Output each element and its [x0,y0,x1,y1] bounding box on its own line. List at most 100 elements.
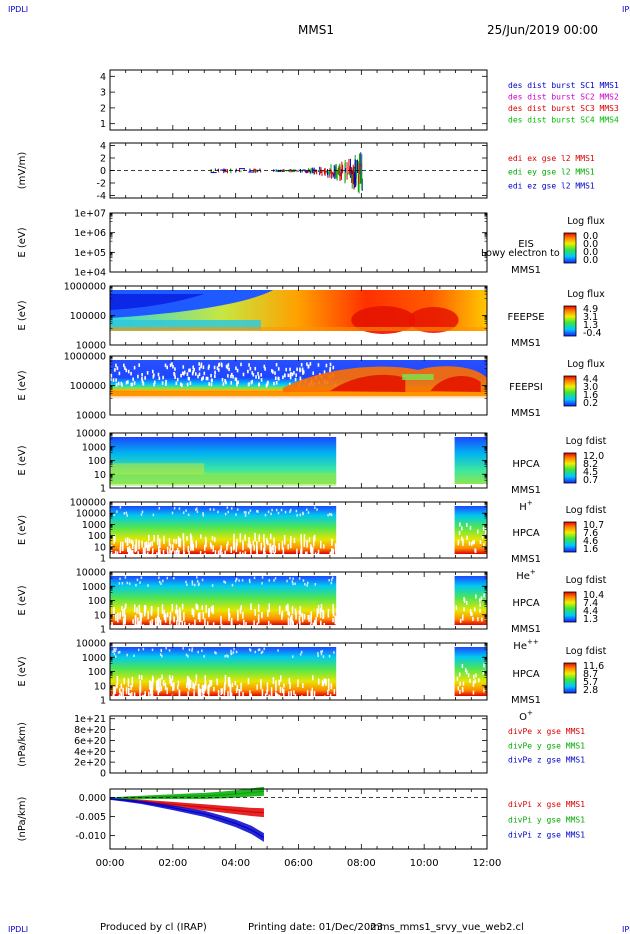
heatmap-speckle [197,683,200,690]
heatmap-speckle [228,608,230,616]
heatmap-speckle [210,373,212,378]
heatmap-speckle [141,612,143,618]
heatmap-speckle [179,615,182,623]
heatmap-speckle [116,551,119,561]
heatmap-speckle [221,553,223,560]
heatmap-speckle [462,681,465,686]
spacecraft-name: MMS1 [511,338,541,349]
heatmap-speckle [208,684,210,690]
heatmap-speckle [270,553,273,559]
heatmap-speckle [203,371,206,376]
heatmap-speckle [271,508,273,512]
heatmap-speckle [173,576,175,580]
x-tick-label: 00:00 [96,858,125,869]
heatmap-speckle [219,550,222,558]
heatmap-speckle [330,683,333,690]
heatmap-speckle [325,363,328,368]
heatmap-speckle [299,513,302,517]
heatmap-speckle [113,649,116,652]
heatmap-speckle [320,652,323,656]
heatmap-speckle [323,544,325,549]
y-tick-label: 1000 [82,582,106,593]
heatmap-speckle [204,618,206,627]
heatmap-speckle [249,690,251,700]
heatmap-speckle [199,551,202,561]
heatmap-speckle [157,685,159,696]
heatmap-speckle [458,672,461,677]
heatmap-speckle [315,616,317,627]
y-tick-label: 1 [100,625,106,636]
heatmap-speckle [122,541,124,552]
heatmap-speckle [164,363,167,368]
heatmap-speckle [152,375,155,379]
heatmap-speckle [285,605,288,611]
heatmap-speckle [197,688,200,696]
heatmap-speckle [335,550,337,558]
heatmap-speckle [148,554,151,564]
heatmap-speckle [128,552,131,558]
heatmap-speckle [470,611,472,616]
heatmap-speckle [306,690,309,698]
heatmap-speckle [114,655,117,658]
heatmap-speckle [113,697,116,706]
heatmap-speckle [210,606,213,613]
heatmap-speckle [175,604,178,614]
heatmap-speckle [473,674,475,679]
heatmap-speckle [123,678,125,685]
species-charge: ++ [527,638,539,646]
heatmap-speckle [221,377,224,382]
heatmap-speckle [287,544,289,550]
heatmap-speckle [151,369,154,374]
colorbar-title: Log flux [567,216,605,227]
species-name: He [513,641,527,652]
heatmap-speckle [287,617,290,627]
heatmap-speckle [160,582,162,585]
heatmap-speckle [137,374,139,379]
heatmap-speckle [317,363,320,367]
heatmap-speckle [334,543,337,554]
x-tick-label: 08:00 [347,858,376,869]
heatmap-speckle [258,534,260,542]
heatmap-speckle [260,373,263,377]
x-axis: 00:00 02:00 04:00 06:00 08:00 10:00 12:00 [96,858,502,869]
heatmap-speckle [230,620,233,631]
heatmap-speckle [130,550,133,561]
heatmap-speckle [230,692,233,702]
colorbar-label: 4.9 [583,304,598,315]
heatmap-speckle [477,617,479,622]
heatmap-speckle [311,625,313,635]
heatmap-speckle [192,365,195,370]
y-tick-label: 2 [100,154,106,165]
heatmap-speckle [267,540,269,546]
heatmap-speckle [272,370,274,374]
heatmap-speckle [235,578,238,581]
heatmap-speckle [204,675,207,685]
heatmap-speckle [228,676,231,684]
heatmap-region [110,392,487,396]
heatmap-speckle [235,542,238,552]
heatmap-speckle [300,650,303,654]
heatmap-speckle [164,624,166,635]
heatmap-speckle [285,367,288,372]
heatmap-speckle [150,608,153,615]
heatmap-speckle [187,513,190,517]
heatmap-speckle [277,511,280,515]
heatmap-speckle [261,612,263,619]
heatmap-speckle [138,620,141,631]
heatmap-speckle [331,538,333,546]
heatmap-speckle [150,624,152,630]
y-tick-label: 2 [100,103,106,114]
heatmap-speckle [168,538,171,546]
heatmap-speckle [306,540,308,548]
heatmap-speckle [326,696,329,701]
heatmap-speckle [159,549,161,555]
heatmap-speckle [287,373,290,378]
heatmap-speckle [215,651,217,655]
heatmap-speckle [144,604,147,612]
heatmap-speckle [269,696,272,706]
heatmap-speckle [192,369,195,374]
heatmap-speckle [166,576,169,580]
heatmap-speckle [479,598,481,603]
heatmap-speckle [484,525,487,530]
